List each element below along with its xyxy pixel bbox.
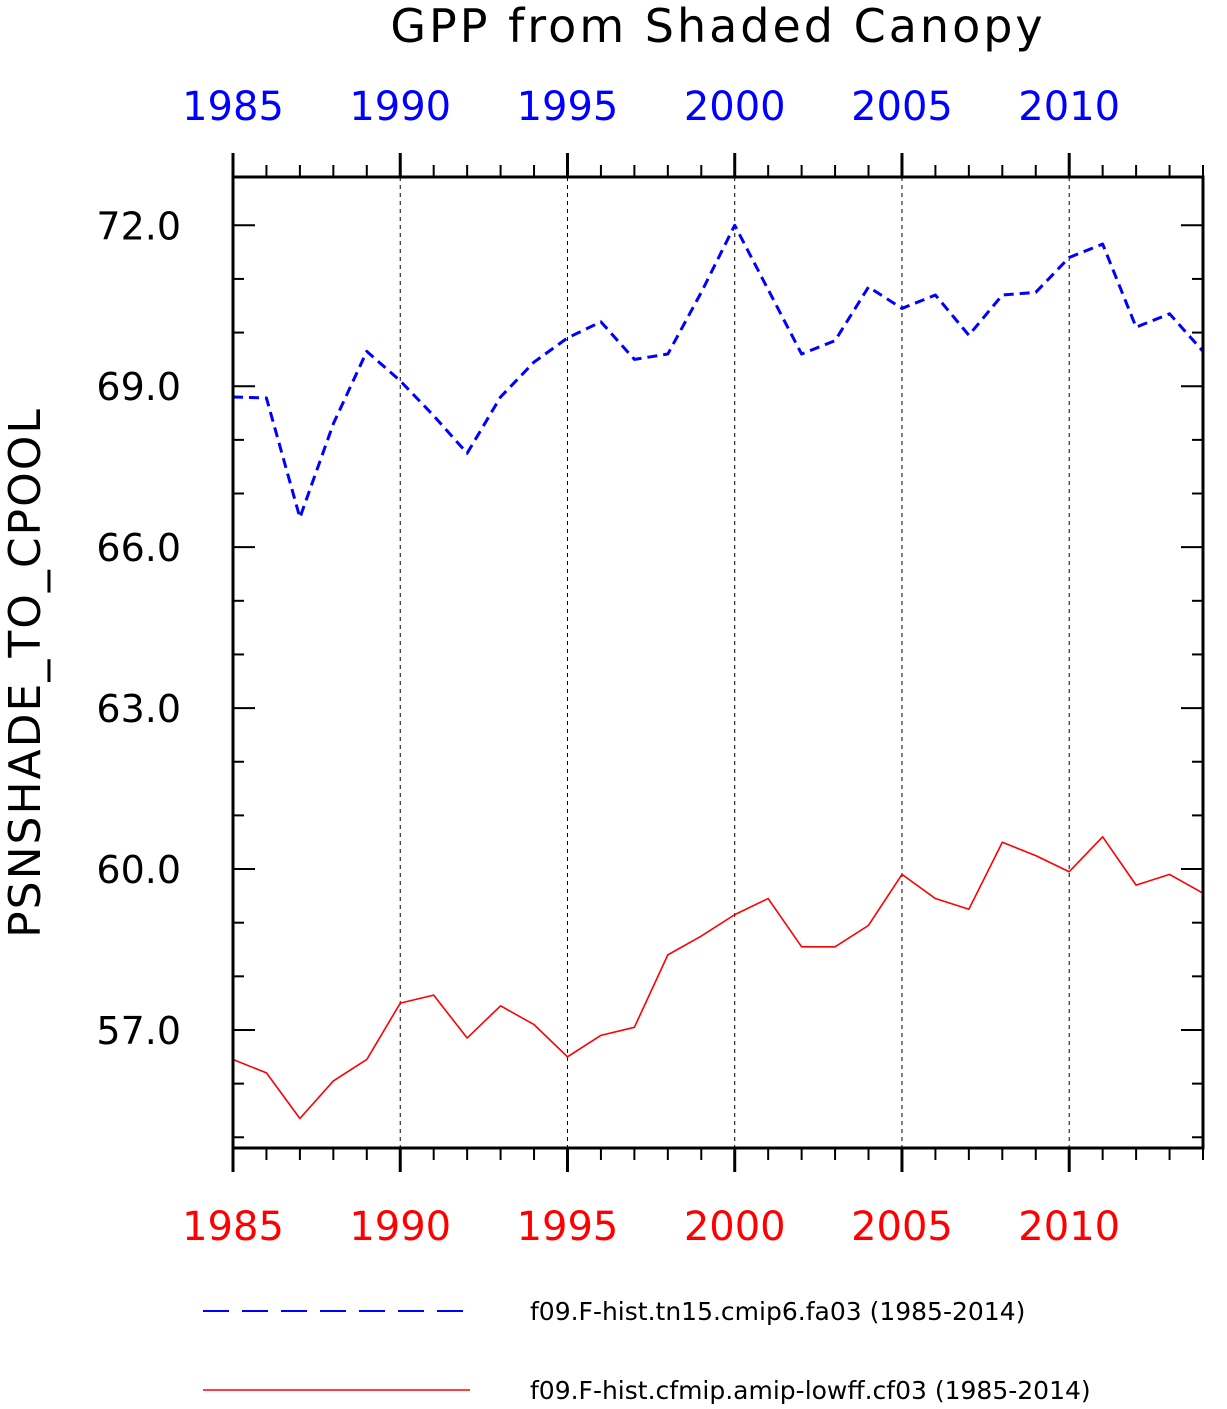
x-bottom-tick-label: 2010: [1018, 1204, 1120, 1250]
y-axis-label: PSNSHADE_TO_CPOOL: [0, 407, 51, 938]
x-top-tick-label: 2010: [1018, 84, 1120, 130]
legend: f09.F-hist.tn15.cmip6.fa03 (1985-2014) f0…: [203, 1297, 1091, 1405]
legend-label: f09.F-hist.cfmip.amip-lowff.cf03 (1985-2…: [530, 1376, 1091, 1405]
chart-title: GPP from Shaded Canopy: [390, 0, 1045, 53]
plot-frame: [231, 175, 1205, 1150]
x-top-tick-label: 2000: [684, 84, 786, 130]
grid-lines: [399, 177, 1070, 1148]
series-line: [232, 836, 1204, 1120]
y-tick-label: 57.0: [96, 1009, 181, 1053]
series-lines: [232, 223, 1205, 1120]
y-tick-label: 72.0: [96, 204, 181, 248]
y-tick-label: 69.0: [96, 365, 181, 409]
x-top-tick-label: 2005: [851, 84, 953, 130]
axis-ticks: [231, 153, 1204, 1172]
x-top-tick-label: 1985: [182, 84, 284, 130]
y-tick-label: 60.0: [96, 848, 181, 892]
x-bottom-tick-label: 1990: [349, 1204, 451, 1250]
x-top-tick-labels: 1985 1990 1995 2000 2005 2010: [182, 84, 1120, 130]
y-tick-label: 63.0: [96, 687, 181, 731]
x-top-tick-label: 1990: [349, 84, 451, 130]
x-bottom-tick-label: 1985: [182, 1204, 284, 1250]
y-tick-label: 66.0: [96, 526, 181, 570]
y-tick-labels: 57.0 60.0 63.0 66.0 69.0 72.0: [96, 204, 181, 1053]
x-bottom-tick-label: 2000: [684, 1204, 786, 1250]
x-bottom-tick-label: 2005: [851, 1204, 953, 1250]
x-top-tick-label: 1995: [517, 84, 619, 130]
series-line: [232, 223, 1205, 520]
legend-label: f09.F-hist.tn15.cmip6.fa03 (1985-2014): [530, 1297, 1025, 1326]
x-bottom-tick-labels: 1985 1990 1995 2000 2005 2010: [182, 1204, 1120, 1250]
x-bottom-tick-label: 1995: [517, 1204, 619, 1250]
